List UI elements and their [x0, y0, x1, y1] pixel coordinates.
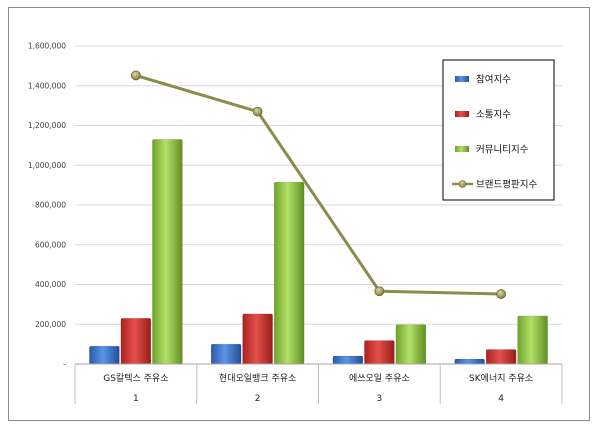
category-label: GS칼텍스 주유소: [103, 373, 168, 384]
y-tick-label: -: [63, 360, 66, 369]
y-tick-label: 200,000: [35, 320, 66, 329]
y-tick-label: 800,000: [35, 201, 66, 210]
bar: [395, 324, 427, 365]
y-tick-label: 1,400,000: [28, 81, 66, 90]
category-label: SK에너지 주유소: [469, 373, 533, 384]
legend-label: 소통지수: [476, 110, 511, 121]
y-axis-ticks: - 200,000 400,000 600,000 800,000 1,000,000 1,…: [28, 42, 66, 369]
bar: [89, 345, 120, 365]
bar: [454, 358, 485, 365]
line-marker: [252, 106, 263, 117]
x-axis: GS칼텍스 주유소 1 현대오일뱅크 주유소 2 에쓰오일 주유소 3 SK에너지 주유소 4: [74, 363, 563, 404]
legend-label: 커뮤니티지수: [476, 145, 529, 156]
y-tick-label: 1,200,000: [28, 121, 66, 130]
legend-swatch: [455, 76, 469, 82]
bar: [273, 181, 305, 365]
y-tick-label: 1,000,000: [28, 161, 66, 170]
legend-label: 브랜드평판지수: [476, 180, 537, 191]
bar: [332, 355, 364, 365]
category-label: 현대오일뱅크 주유소: [219, 373, 296, 384]
line-marker: [130, 70, 141, 81]
legend-box: [442, 59, 555, 201]
category-number: 3: [377, 394, 383, 404]
y-tick-label: 1,600,000: [28, 42, 66, 51]
bar: [120, 318, 152, 365]
series-line: [135, 73, 502, 296]
bar: [210, 343, 242, 365]
y-tick-label: 600,000: [35, 240, 66, 249]
legend-label: 참여지수: [476, 74, 511, 86]
line-marker: [374, 286, 385, 297]
y-tick-label: 400,000: [35, 280, 66, 289]
bar: [517, 315, 548, 365]
category-number: 4: [498, 394, 504, 404]
category-label: 에쓰오일 주유소: [349, 373, 410, 384]
bar: [242, 313, 273, 365]
legend-swatch: [455, 146, 469, 152]
category-number: 2: [255, 394, 261, 404]
line-marker: [496, 289, 507, 299]
bar: [152, 139, 183, 365]
legend-swatch-marker: [458, 180, 467, 188]
legend-swatch: [455, 111, 469, 117]
bar: [364, 340, 395, 365]
category-number: 1: [133, 394, 139, 404]
bar: [485, 349, 517, 365]
line-series: [130, 70, 507, 299]
bars: [89, 139, 548, 365]
